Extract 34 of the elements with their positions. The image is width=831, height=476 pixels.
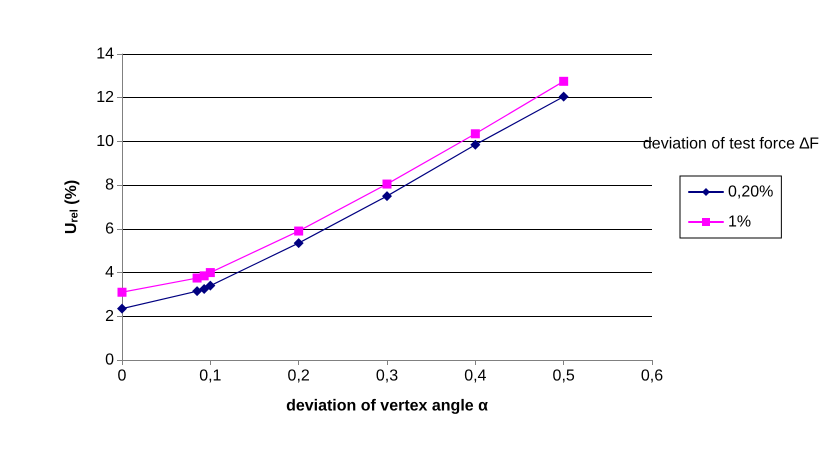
x-tick-label: 0,5 bbox=[552, 368, 575, 384]
y-tick-label: 14 bbox=[96, 46, 114, 62]
point bbox=[382, 191, 392, 202]
legend-label: 0,20% bbox=[728, 184, 774, 200]
x-tick-label: 0,3 bbox=[376, 368, 398, 384]
point bbox=[118, 288, 126, 297]
x-tick-label: 0,1 bbox=[199, 368, 222, 384]
y-axis-title: Urel (%) bbox=[63, 180, 80, 234]
point bbox=[382, 180, 392, 189]
x-axis-title: deviation of vertex angle α bbox=[286, 398, 488, 414]
legend-label: 1% bbox=[728, 214, 752, 230]
legend-title: deviation of test force ∆F bbox=[642, 136, 820, 152]
y-tick-label: 12 bbox=[96, 89, 114, 106]
point bbox=[205, 280, 216, 291]
point bbox=[558, 92, 569, 102]
x-tick-label: 0,4 bbox=[464, 368, 487, 384]
y-tick-label: 2 bbox=[105, 308, 114, 325]
x-tick-label: 0,6 bbox=[640, 368, 664, 384]
point bbox=[206, 268, 215, 278]
point bbox=[117, 304, 127, 314]
point bbox=[470, 140, 480, 150]
y-tick-label: 0 bbox=[105, 352, 114, 368]
point bbox=[192, 286, 202, 296]
x-tick-label: 0,2 bbox=[288, 368, 310, 384]
y-tick-label: 8 bbox=[105, 176, 114, 194]
point bbox=[199, 284, 210, 294]
x-tick-label: 0 bbox=[118, 368, 127, 384]
point bbox=[294, 226, 304, 236]
y-tick-label: 10 bbox=[96, 132, 114, 150]
point bbox=[470, 129, 480, 138]
point bbox=[559, 76, 568, 86]
y-tick-label: 6 bbox=[105, 220, 114, 238]
point bbox=[294, 238, 304, 248]
y-tick-label: 4 bbox=[105, 264, 114, 282]
